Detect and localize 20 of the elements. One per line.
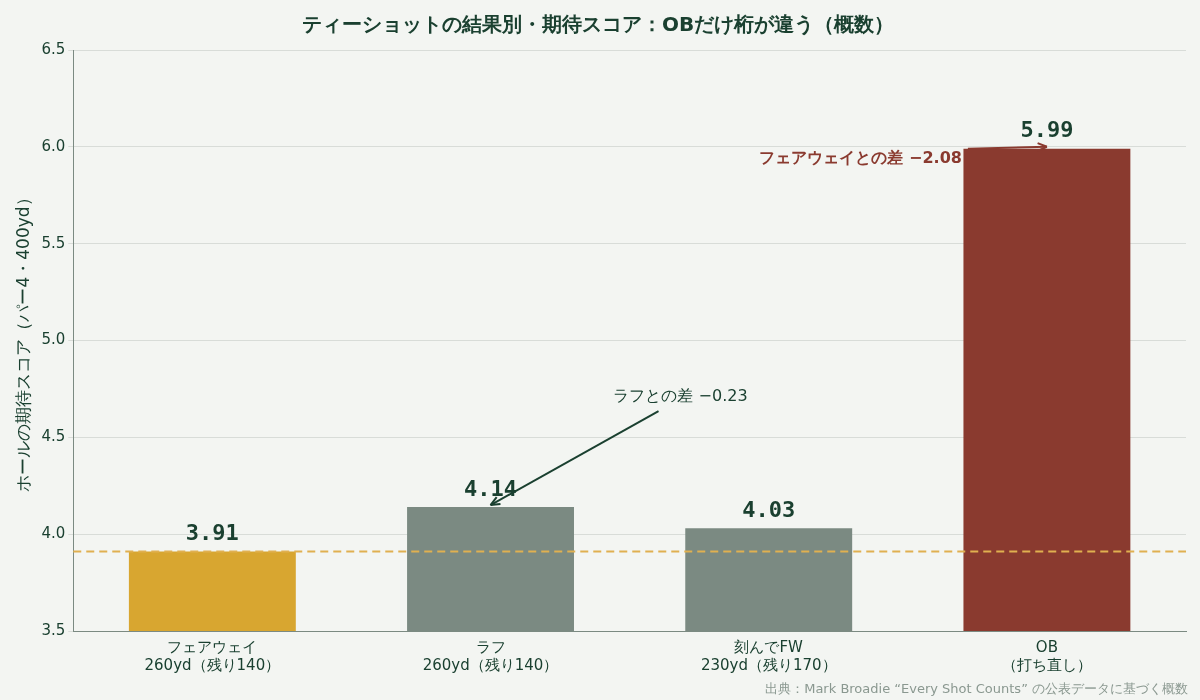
y-tick-label: 6.5 bbox=[41, 39, 66, 58]
y-axis-title: ホールの期待スコア（パー4・400yd） bbox=[12, 189, 33, 492]
annotation: ラフとの差 −0.23 bbox=[613, 386, 748, 406]
chart-title: ティーショットの結果別・期待スコア：OBだけ桁が違う（概数） bbox=[301, 12, 895, 37]
annotation: フェアウェイとの差 −2.08 bbox=[759, 147, 962, 167]
data-label: 5.99 bbox=[1020, 117, 1074, 143]
y-tick-label: 5.0 bbox=[41, 330, 66, 349]
y-tick-label: 3.5 bbox=[41, 620, 66, 639]
y-tick-label: 6.0 bbox=[41, 136, 66, 155]
y-tick-label: 5.5 bbox=[41, 233, 66, 252]
data-label: 4.03 bbox=[742, 497, 796, 523]
x-tick-label: フェアウェイ 260yd（残り140） bbox=[144, 637, 281, 674]
y-tick-label: 4.5 bbox=[41, 427, 66, 446]
y-tick-label: 4.0 bbox=[41, 524, 66, 543]
x-tick-label: OB （打ち直し） bbox=[1001, 637, 1092, 674]
data-label: 3.91 bbox=[185, 520, 239, 546]
x-tick-label: 刻んでFW 230yd（残り170） bbox=[700, 637, 837, 674]
data-label: 4.14 bbox=[464, 475, 518, 501]
source-note: 出典：Mark Broadie “Every Shot Counts” の公表データに基づく概数 bbox=[765, 680, 1188, 696]
x-tick-label: ラフ 260yd（残り140） bbox=[422, 637, 559, 674]
